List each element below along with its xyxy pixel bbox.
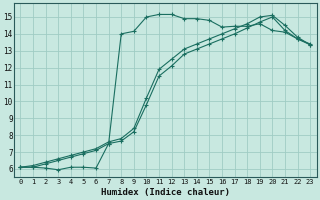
X-axis label: Humidex (Indice chaleur): Humidex (Indice chaleur) [101,188,230,197]
